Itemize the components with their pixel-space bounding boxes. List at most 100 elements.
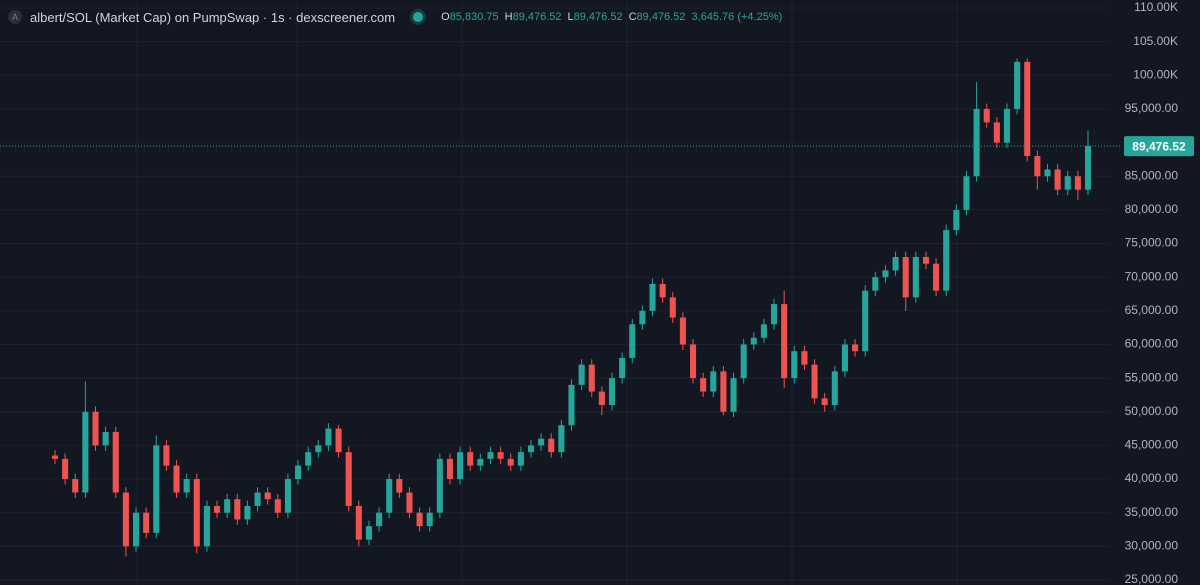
candle-body bbox=[649, 283, 656, 311]
candle-body bbox=[153, 445, 160, 533]
candle-body bbox=[436, 458, 443, 513]
candle-body bbox=[963, 176, 970, 210]
candle-body bbox=[1014, 61, 1021, 109]
candle-body bbox=[1084, 146, 1092, 190]
y-tick-label: 95,000.00 bbox=[1125, 101, 1179, 115]
candle-body bbox=[943, 230, 950, 291]
candle-body bbox=[892, 256, 899, 271]
candle-body bbox=[1044, 169, 1051, 177]
candle-body bbox=[862, 290, 869, 352]
y-tick-label: 65,000.00 bbox=[1125, 303, 1179, 317]
candle-body bbox=[355, 505, 362, 540]
candle-body bbox=[132, 512, 140, 547]
candle-body bbox=[62, 458, 69, 480]
candle-body bbox=[477, 458, 484, 466]
candle-body bbox=[993, 122, 1000, 143]
candle-body bbox=[922, 256, 929, 264]
candle-body bbox=[548, 438, 555, 453]
candle-body bbox=[700, 378, 707, 392]
candle-body bbox=[760, 324, 767, 338]
candle-body bbox=[791, 351, 798, 379]
candle-body bbox=[679, 317, 686, 345]
y-tick-label: 60,000.00 bbox=[1125, 337, 1179, 351]
candle-body bbox=[193, 479, 200, 547]
candle-body bbox=[92, 411, 99, 446]
y-tick-label: 80,000.00 bbox=[1125, 202, 1179, 216]
candle-body bbox=[51, 455, 59, 459]
candle-body bbox=[1064, 176, 1071, 190]
candle-body bbox=[1034, 156, 1041, 177]
candle-body bbox=[821, 398, 828, 406]
candle-body bbox=[112, 431, 119, 493]
y-tick-label: 100.00K bbox=[1133, 67, 1178, 81]
candle-body bbox=[953, 209, 960, 231]
candle-body bbox=[933, 263, 940, 291]
candle-body bbox=[325, 428, 332, 446]
y-tick-label: 30,000.00 bbox=[1125, 539, 1179, 553]
candle-body bbox=[1024, 61, 1031, 157]
y-tick-label: 25,000.00 bbox=[1125, 572, 1179, 585]
legend-header: A albert/SOL (Market Cap) on PumpSwap · … bbox=[8, 7, 782, 27]
candle-body bbox=[183, 479, 190, 493]
y-tick-label: 105.00K bbox=[1133, 34, 1178, 48]
candle-body bbox=[730, 378, 737, 412]
candle-body bbox=[710, 371, 717, 392]
candle-body bbox=[386, 479, 393, 513]
candle-body bbox=[801, 351, 808, 365]
candle-body bbox=[639, 310, 646, 325]
candle-body bbox=[497, 452, 504, 459]
y-tick-label: 70,000.00 bbox=[1125, 269, 1179, 283]
y-tick-label: 40,000.00 bbox=[1125, 471, 1179, 485]
y-tick-label: 50,000.00 bbox=[1125, 404, 1179, 418]
candle-body bbox=[750, 337, 757, 345]
candle-body bbox=[173, 465, 180, 493]
candle-body bbox=[720, 371, 727, 412]
ohlc-value: 89,476.52 bbox=[573, 11, 623, 23]
candle-body bbox=[507, 458, 514, 466]
candle-body bbox=[416, 512, 423, 527]
candle-body bbox=[214, 505, 221, 513]
candle-body bbox=[376, 512, 383, 527]
candle-body bbox=[588, 364, 595, 392]
candle-body bbox=[335, 428, 342, 453]
candle-body bbox=[781, 304, 788, 379]
candle-body bbox=[740, 344, 747, 379]
ohlc-key: L bbox=[567, 11, 574, 23]
last-price-label: 89,476.52 bbox=[1132, 139, 1186, 153]
candle-body bbox=[163, 445, 170, 466]
candle-body bbox=[264, 492, 271, 500]
ohlc-key: O bbox=[441, 11, 450, 23]
ohlc-key: C bbox=[628, 11, 637, 23]
candle-body bbox=[1003, 108, 1011, 143]
ohlc-value: 89,476.52 bbox=[636, 11, 686, 23]
candle-body bbox=[902, 256, 909, 298]
candle-body bbox=[852, 344, 859, 352]
candle-body bbox=[365, 526, 372, 540]
candle-body bbox=[406, 492, 413, 513]
symbol-icon: A bbox=[8, 10, 22, 24]
candle-body bbox=[82, 411, 89, 493]
candle-body bbox=[467, 452, 474, 466]
candle-body bbox=[457, 452, 464, 480]
price-change: 3,645.76 (+4.25%) bbox=[691, 11, 783, 23]
ohlc-legend: O 85,830.75 H 89,476.52 L 89,476.52 C 89,476.52 bbox=[441, 11, 691, 23]
candle-body bbox=[254, 492, 261, 506]
y-tick-label: 110.00K bbox=[1134, 0, 1178, 14]
candle-body bbox=[315, 445, 322, 453]
candle-body bbox=[305, 452, 312, 466]
candle-body bbox=[274, 499, 281, 513]
y-tick-label: 85,000.00 bbox=[1125, 168, 1179, 182]
candle-body bbox=[558, 425, 565, 453]
last-price-badge bbox=[1124, 136, 1194, 157]
candle-body bbox=[527, 445, 535, 453]
candle-body bbox=[771, 304, 778, 325]
y-tick-label: 55,000.00 bbox=[1125, 370, 1179, 384]
candle-body bbox=[517, 452, 524, 466]
y-tick-label: 75,000.00 bbox=[1125, 236, 1179, 250]
ohlc-value: 85,830.75 bbox=[449, 11, 499, 23]
candle-body bbox=[295, 465, 302, 480]
candle-body bbox=[689, 344, 697, 379]
candle-body bbox=[487, 452, 494, 459]
candle-body bbox=[831, 371, 838, 406]
